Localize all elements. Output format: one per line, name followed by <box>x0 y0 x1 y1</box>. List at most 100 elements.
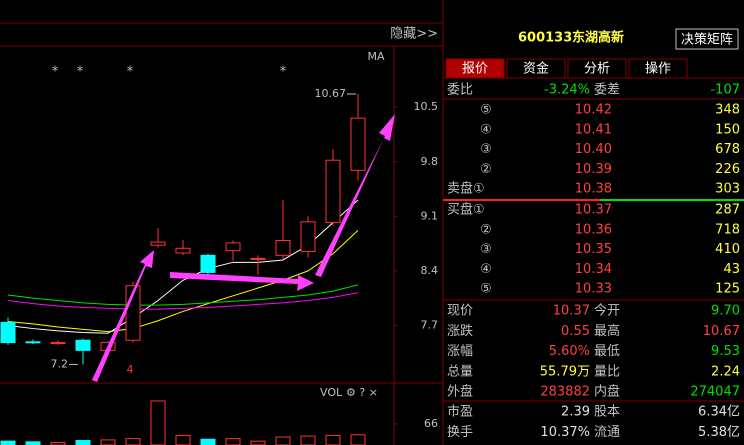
order-volume: 226 <box>715 162 740 177</box>
button[interactable] <box>675 28 739 50</box>
order-level: ③ <box>480 242 492 257</box>
stat-value: 2.39 <box>561 405 590 420</box>
order-level: ④ <box>480 122 492 137</box>
volume-bar <box>75 440 91 445</box>
order-volume: 125 <box>715 282 740 297</box>
order-volume: 150 <box>715 122 740 137</box>
candle-body <box>300 221 316 252</box>
stat-label: 总量 <box>447 364 473 379</box>
volume-tick-label: 66 <box>424 417 438 430</box>
high-label: 10.67 <box>315 87 347 100</box>
ratio-diff: -107 <box>710 83 740 98</box>
stat-value: 2.24 <box>711 364 740 379</box>
volume-bar <box>275 436 291 445</box>
stat-label: 最高 <box>594 323 620 339</box>
ratio-label: 委比 <box>447 83 473 98</box>
stock-name: 东湖高新 <box>572 30 624 46</box>
star: * <box>280 65 287 80</box>
tab[interactable] <box>628 58 688 79</box>
candle-body <box>275 239 291 256</box>
stat-value: 10.37% <box>540 425 590 440</box>
tab-label[interactable]: 报价 <box>462 62 488 77</box>
volume-bar <box>250 440 266 445</box>
ma-line <box>7 284 359 306</box>
annotation-arrows <box>92 114 395 382</box>
order-level: ③ <box>480 142 492 157</box>
candle-body <box>200 254 216 273</box>
ratio-value: -3.24% <box>544 83 590 98</box>
order-volume: 287 <box>715 203 740 218</box>
order-level: ② <box>480 222 492 237</box>
candle-body <box>50 342 66 345</box>
stat-value: 55.79万 <box>540 364 590 379</box>
order-price: 10.33 <box>575 282 612 297</box>
volume-label: VOL <box>320 386 343 399</box>
tab[interactable] <box>445 58 505 79</box>
stat-value: 9.70 <box>711 304 740 319</box>
volume-bar <box>225 438 241 445</box>
order-price: 10.37 <box>575 203 612 218</box>
ma-line <box>7 230 359 333</box>
order-level: 买盘① <box>447 202 485 218</box>
order-price: 10.40 <box>575 142 612 157</box>
volume-bar <box>150 400 166 445</box>
order-volume: 678 <box>715 142 740 157</box>
stat-label: 量比 <box>594 364 620 379</box>
order-volume: 348 <box>715 103 740 118</box>
tab-label[interactable]: 操作 <box>645 61 671 77</box>
y-tick-label: 8.4 <box>421 264 439 277</box>
order-level: 卖盘① <box>447 181 485 197</box>
order-price: 10.42 <box>575 103 612 118</box>
order-level: ⑤ <box>480 103 492 118</box>
order-price: 10.36 <box>575 222 612 237</box>
order-level: ⑤ <box>480 282 492 297</box>
order-volume: 718 <box>715 222 740 237</box>
stat-label: 市盈 <box>447 404 473 420</box>
ma-line <box>7 199 359 334</box>
ma-line <box>7 292 359 310</box>
y-tick-label: 10.5 <box>414 100 439 113</box>
tab[interactable] <box>567 58 627 79</box>
candle-body <box>150 241 166 246</box>
stat-value: 10.67 <box>703 324 740 339</box>
star: * <box>52 65 59 80</box>
ratio-diff-label: 委差 <box>594 83 620 98</box>
stat-value: 6.34亿 <box>698 405 740 420</box>
stat-value: 0.55 <box>561 324 590 339</box>
button-label[interactable]: 决策矩阵 <box>681 32 733 48</box>
order-price: 10.41 <box>575 122 612 137</box>
volume-bar <box>200 438 216 445</box>
star: * <box>77 65 84 80</box>
stat-value: 274047 <box>690 385 740 400</box>
stat-label: 换手 <box>447 425 473 440</box>
stat-label: 外盘 <box>447 384 473 400</box>
tab-label[interactable]: 资金 <box>523 61 549 77</box>
volume-bar <box>175 434 191 445</box>
order-volume: 43 <box>723 262 740 277</box>
volume-icons[interactable]: ⚙ ? × <box>346 386 378 399</box>
candle-body <box>225 242 241 252</box>
candle-body <box>25 341 41 344</box>
order-level: ② <box>480 162 492 177</box>
tab-label[interactable]: 分析 <box>584 62 610 77</box>
order-volume: 410 <box>715 242 740 257</box>
stat-value: 9.53 <box>711 344 740 359</box>
stat-value: 283882 <box>540 385 590 400</box>
stat-label: 今开 <box>594 303 620 319</box>
tab[interactable] <box>506 58 566 79</box>
y-tick-label: 9.8 <box>421 155 439 168</box>
order-level: ④ <box>480 262 492 277</box>
volume-bar <box>325 434 341 445</box>
hide-button[interactable]: 隐藏>> <box>390 27 438 42</box>
candle-body <box>350 117 366 171</box>
ma-label: MA <box>367 50 384 63</box>
order-price: 10.35 <box>575 242 612 257</box>
order-price: 10.34 <box>575 262 612 277</box>
stat-value: 10.37 <box>553 304 590 319</box>
candle-body <box>175 247 191 254</box>
stat-label: 内盘 <box>594 384 620 400</box>
order-price: 10.38 <box>575 182 612 197</box>
volume-bar <box>125 438 141 445</box>
order-volume: 303 <box>715 182 740 197</box>
